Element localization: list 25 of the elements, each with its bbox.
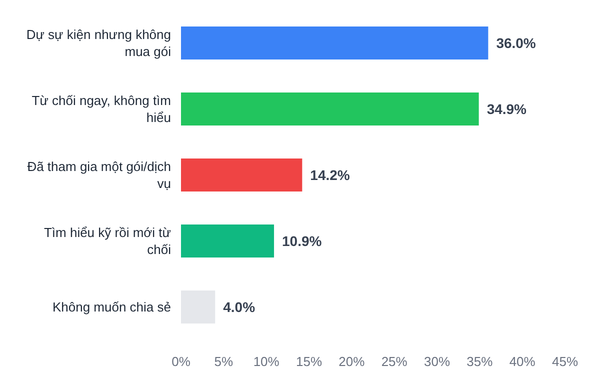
- data-label: 10.9%: [282, 232, 322, 249]
- bar: [181, 158, 302, 192]
- y-tick-label: Dự sự kiện nhưng không mua gói: [26, 27, 172, 60]
- data-label: 4.0%: [223, 298, 256, 315]
- x-tick-label: 10%: [253, 354, 280, 369]
- y-tick-label: Tìm hiểu kỹ rồi mới từ chối: [44, 225, 172, 258]
- x-tick-label: 25%: [381, 354, 408, 369]
- y-tick-label: Đã tham gia một gói/dịch vụ: [27, 159, 171, 192]
- x-tick-label: 5%: [214, 354, 234, 369]
- y-tick-label: Từ chối ngay, không tìm hiểu: [32, 93, 171, 126]
- x-tick-label: 30%: [424, 354, 450, 369]
- bar: [181, 92, 479, 126]
- data-label: 34.9%: [486, 100, 528, 117]
- x-tick-label: 0%: [172, 354, 191, 369]
- x-tick-label: 45%: [552, 354, 578, 369]
- x-tick-label: 15%: [296, 354, 322, 369]
- x-tick-label: 40%: [509, 354, 536, 369]
- bar: [181, 290, 216, 324]
- bar: [181, 224, 274, 258]
- data-label: 36.0%: [496, 34, 536, 51]
- y-tick-label: Không muốn chia sẻ: [52, 300, 171, 315]
- data-label: 14.2%: [310, 166, 350, 183]
- x-tick-label: 35%: [466, 354, 494, 369]
- x-tick-label: 20%: [338, 354, 366, 369]
- bar: [181, 26, 488, 60]
